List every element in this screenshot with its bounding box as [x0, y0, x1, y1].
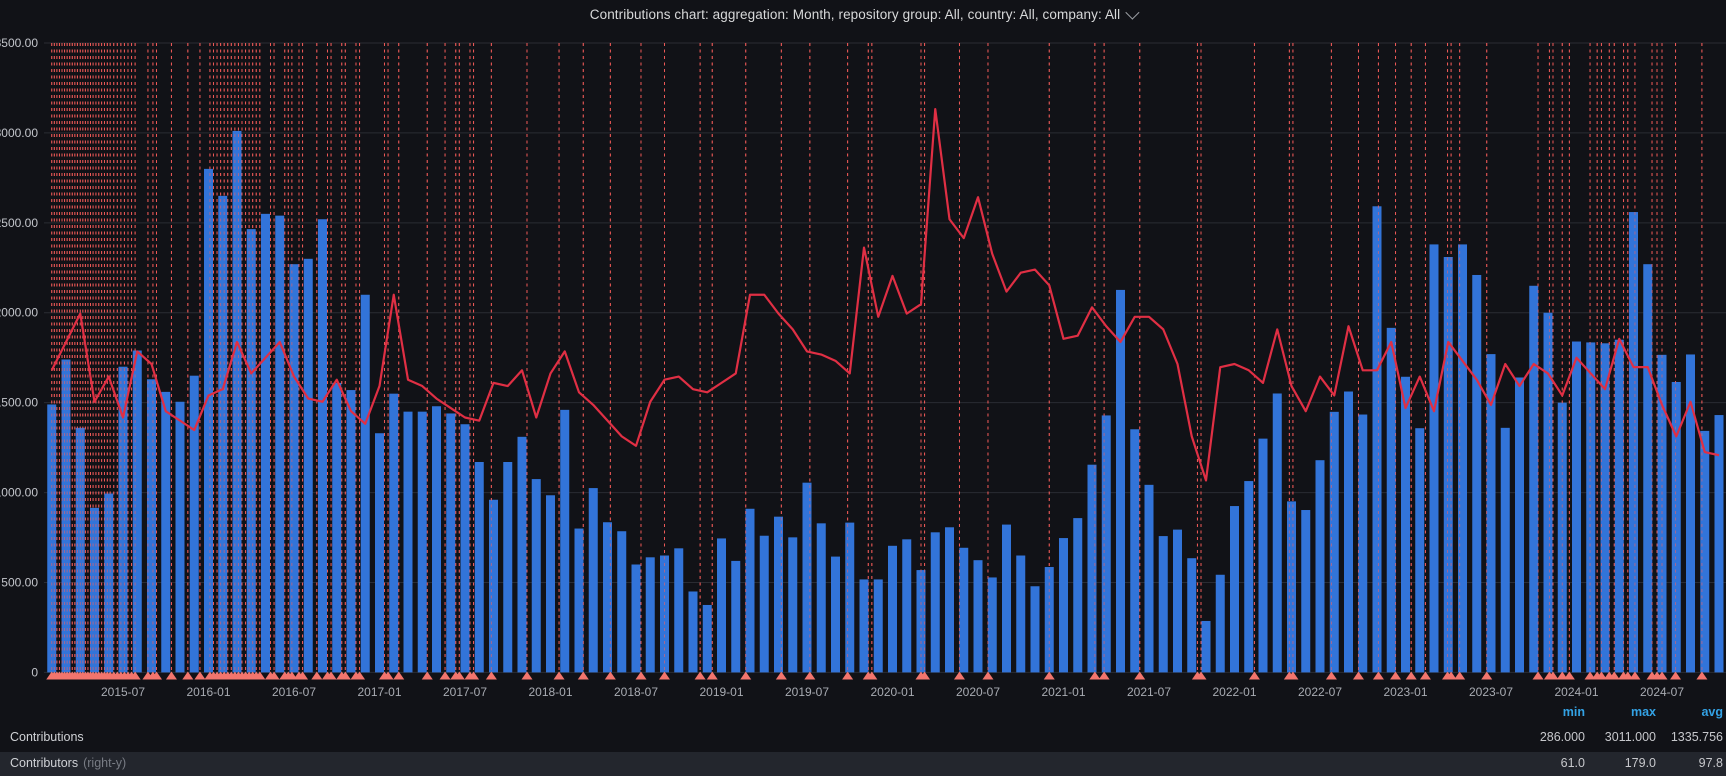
legend-min-value: 61.0 [1560, 756, 1585, 770]
svg-text:500.00: 500.00 [1, 575, 38, 589]
svg-text:2015-07: 2015-07 [101, 685, 145, 699]
legend-col-min[interactable]: min [1562, 705, 1585, 719]
legend-min-value: 286.000 [1539, 730, 1585, 744]
svg-text:2022-01: 2022-01 [1212, 685, 1256, 699]
legend-avg-value: 97.8 [1698, 756, 1723, 770]
legend-row-contributions[interactable]: Contributions 286.000 3011.000 1335.756 [0, 730, 1726, 750]
svg-text:2016-01: 2016-01 [186, 685, 230, 699]
svg-text:2024-07: 2024-07 [1640, 685, 1684, 699]
legend-axis-suffix: (right-y) [83, 756, 127, 770]
legend-series-name[interactable]: Contributions [10, 730, 84, 744]
svg-text:2018-01: 2018-01 [528, 685, 572, 699]
svg-text:2021-01: 2021-01 [1041, 685, 1085, 699]
legend-max-value: 3011.000 [1604, 730, 1656, 744]
contributions-chart[interactable]: 3500.00 3000.00 2500.00 2000.00 1500.00 1000.… [0, 0, 1726, 710]
svg-text:2017-01: 2017-01 [357, 685, 401, 699]
legend-series-name: Contributors [10, 756, 79, 770]
svg-text:2016-07: 2016-07 [272, 685, 316, 699]
panel-title: Contributions chart: aggregation: Month,… [589, 6, 1121, 22]
svg-text:3500.00: 3500.00 [0, 36, 38, 50]
legend-max-value: 179.0 [1624, 756, 1656, 770]
legend-col-max[interactable]: max [1630, 705, 1656, 719]
svg-text:2021-07: 2021-07 [1127, 685, 1171, 699]
svg-text:2020-01: 2020-01 [870, 685, 914, 699]
svg-text:3000.00: 3000.00 [0, 126, 38, 140]
svg-text:2019-07: 2019-07 [785, 685, 829, 699]
legend-avg-value: 1335.756 [1670, 730, 1723, 744]
svg-text:1500.00: 1500.00 [0, 396, 38, 410]
svg-text:1000.00: 1000.00 [0, 486, 38, 500]
svg-text:2019-01: 2019-01 [699, 685, 743, 699]
svg-text:0: 0 [31, 665, 38, 679]
panel-header[interactable]: Contributions chart: aggregation: Month,… [0, 0, 1726, 28]
svg-text:2000.00: 2000.00 [0, 306, 38, 320]
legend-header-row: min max avg [0, 705, 1726, 725]
svg-text:2500.00: 2500.00 [0, 216, 38, 230]
svg-text:2023-07: 2023-07 [1469, 685, 1513, 699]
legend-col-avg[interactable]: avg [1701, 705, 1723, 719]
svg-text:2018-07: 2018-07 [614, 685, 658, 699]
chevron-down-icon[interactable] [1125, 5, 1140, 20]
svg-text:2020-07: 2020-07 [956, 685, 1000, 699]
svg-text:2017-07: 2017-07 [443, 685, 487, 699]
legend-row-contributors[interactable]: Contributors (right-y) 61.0 179.0 97.8 [0, 752, 1726, 776]
svg-text:2022-07: 2022-07 [1298, 685, 1342, 699]
svg-text:2024-01: 2024-01 [1554, 685, 1598, 699]
svg-text:2023-01: 2023-01 [1383, 685, 1427, 699]
